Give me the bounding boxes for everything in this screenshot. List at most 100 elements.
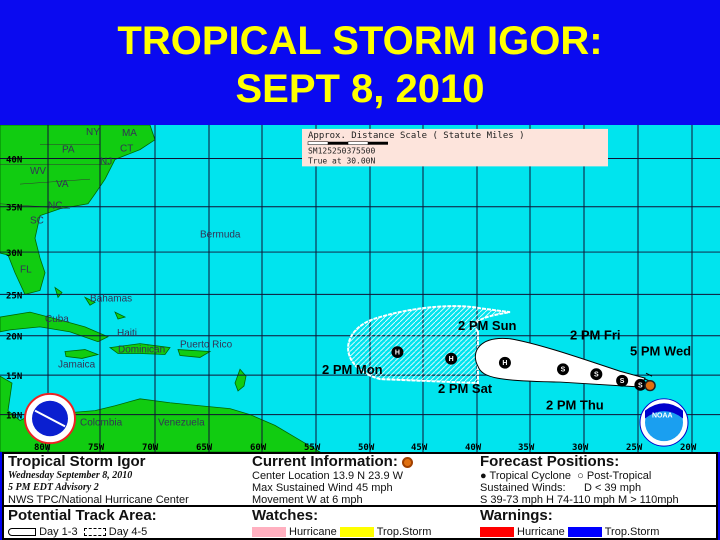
day45-label: Day 4-5 [108,526,148,538]
forecast-point-type: H [449,356,454,363]
pt-label: Post-Tropical [586,470,652,482]
lon-label: 50W [358,443,375,452]
cone-day-4-5 [347,305,511,385]
lon-label: 75W [88,443,105,452]
lon-label: 35W [518,443,535,452]
place-label: CT [120,144,133,155]
tropical-cyclone-icon: ● [480,470,487,482]
place-label: NY [86,127,100,138]
ts-warning-swatch [567,527,602,538]
forecast-point [498,356,511,369]
lat-labels: 40N 35N 30N 25N 20N 15N 10N [6,155,22,421]
place-label: SC [30,216,44,227]
forecast-point [557,363,569,376]
tc-label: Tropical Cyclone [489,470,572,482]
wind-d: D < 39 mph [583,482,642,494]
place-label: Bahamas [90,293,132,304]
forecast-heading: Forecast Positions: [480,453,620,470]
forecast-label: 2 PM Thu [546,398,604,413]
lon-label: 25W [626,443,643,452]
forecast-point [445,352,458,365]
ts-watch-swatch [339,527,374,538]
ts-warning-label: Trop.Storm [604,526,660,538]
forecast-label: 2 PM Mon [322,362,383,377]
forecast-label: 5 PM Wed [630,344,691,359]
hurricane-watch-swatch [252,527,286,538]
title-line-1: TROPICAL STORM IGOR: [117,19,603,63]
warnings-heading: Warnings: [480,507,553,524]
storm-track-map: 80W 75W 70W 65W 60W 55W 50W 45W 40W 35W … [0,125,720,452]
place-label: MA [122,128,137,139]
current-location: Center Location 13.9 N 23.9 W [252,470,404,482]
lon-labels: 80W 75W 70W 65W 60W 55W 50W 45W 40W 35W … [34,443,697,452]
place-label: Colombia [80,417,123,428]
lon-label: 65W [196,443,213,452]
place-label: Venezuela [158,417,205,428]
forecast-labels: 5 PM Wed 2 PM Thu 2 PM Fri 2 PM Sat 2 PM… [322,318,691,413]
place-label: FL [20,265,32,276]
forecast-point-type: S [638,382,643,389]
place-label: WV [30,166,46,177]
forecast-point [634,378,647,391]
slide-title: TROPICAL STORM IGOR: SEPT 8, 2010 [0,0,720,125]
current-position-icon [402,456,413,468]
place-label: Puerto Rico [180,340,233,351]
place-label: Dominican [118,345,165,356]
place-label: Cuba [45,314,69,325]
current-heading: Current Information: [252,453,398,470]
place-label: NJ [100,156,112,167]
track-heading: Potential Track Area: [8,507,157,524]
lat-label: 20N [6,333,22,343]
ts-watch-label: Trop.Storm [376,526,432,538]
storm-name: Tropical Storm Igor [8,453,146,470]
forecast-label: 2 PM Sat [438,381,493,396]
forecast-point-type: S [620,378,625,385]
current-wind: Max Sustained Wind 45 mph [252,482,393,494]
current-movement: Movement W at 6 mph [252,494,363,506]
forecast-label: 2 PM Fri [570,328,621,343]
lon-label: 55W [304,443,321,452]
lon-label: 30W [572,443,589,452]
lon-label: 40W [465,443,482,452]
cone-day-1-3-icon [8,528,36,537]
forecast-label: 2 PM Sun [458,318,517,333]
forecast-point [391,346,404,359]
scale-ticks: SM125250375500 [308,147,376,156]
post-tropical-icon: ○ [577,470,584,482]
watches-heading: Watches: [252,507,319,524]
forecast-point-type: H [395,350,400,357]
cone-day-1-3 [474,337,646,388]
lat-label: 35N [6,204,22,214]
lat-label: 30N [6,249,22,259]
storm-date: Wednesday September 8, 2010 [8,470,133,481]
scale-title: Approx. Distance Scale ( Statute Miles ) [308,131,524,141]
forecast-point-type: S [561,367,566,374]
hurricane-warning-swatch [480,527,514,538]
noaa-logo: NOAA [639,398,689,447]
place-label: VA [56,179,69,190]
forecast-point-type: S [594,372,599,379]
nws-logo [24,392,76,445]
lon-label: 80W [34,443,51,452]
lat-label: 25N [6,291,22,301]
forecast-point [616,374,629,387]
lat-label: 10N [6,412,22,422]
hurricane-warning-label: Hurricane [517,526,565,538]
forecast-point-type: H [502,360,507,367]
lat-label: 40N [6,155,22,165]
lon-label: 70W [142,443,159,452]
winds-label: Sustained Winds: [480,482,566,494]
lon-label: 20W [680,443,697,452]
title-line-2: SEPT 8, 2010 [235,67,485,111]
place-label: Jamaica [58,359,96,370]
lon-label: 45W [411,443,428,452]
place-label: Haiti [117,328,137,339]
place-label: NC [48,201,62,212]
lat-label: 15N [6,372,22,382]
forecast-point [590,368,603,381]
legend: Tropical Storm Igor Wednesday September … [2,452,718,540]
place-label: Bermuda [200,229,241,240]
lon-label: 60W [250,443,267,452]
forecast-points: S S S S H H H [391,346,656,392]
svg-text:NOAA: NOAA [652,413,673,420]
